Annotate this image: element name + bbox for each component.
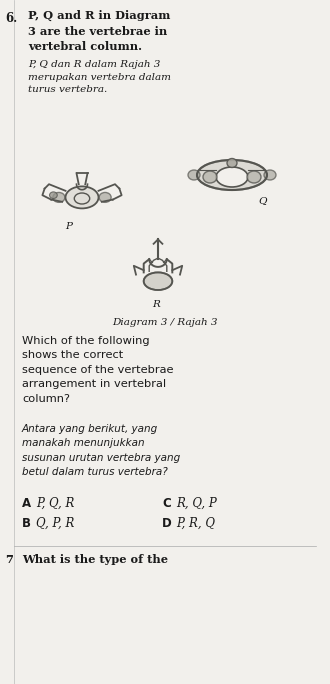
Ellipse shape (197, 160, 267, 190)
Text: Antara yang berikut, yang
manakah menunjukkan
susunan urutan vertebra yang
betul: Antara yang berikut, yang manakah menunj… (22, 424, 180, 477)
Text: What is the type of the: What is the type of the (22, 554, 168, 565)
Text: P, Q, R: P, Q, R (36, 497, 74, 510)
Ellipse shape (50, 192, 57, 198)
Ellipse shape (65, 187, 98, 209)
Ellipse shape (53, 192, 65, 202)
Text: P, R, Q: P, R, Q (176, 517, 215, 530)
Text: P, Q and R in Diagram
3 are the vertebrae in
vertebral column.: P, Q and R in Diagram 3 are the vertebra… (28, 10, 170, 52)
Text: P: P (65, 222, 72, 231)
Ellipse shape (144, 272, 172, 290)
Text: 6.: 6. (5, 12, 17, 25)
Text: C: C (162, 497, 171, 510)
Text: Which of the following
shows the correct
sequence of the vertebrae
arrangement i: Which of the following shows the correct… (22, 336, 174, 404)
Ellipse shape (216, 167, 248, 187)
Text: Q, P, R: Q, P, R (36, 517, 74, 530)
Ellipse shape (203, 171, 217, 183)
Text: D: D (162, 517, 172, 530)
Text: Q: Q (258, 196, 267, 205)
Text: Diagram 3 / Rajah 3: Diagram 3 / Rajah 3 (112, 318, 218, 327)
Ellipse shape (227, 159, 237, 168)
Ellipse shape (99, 192, 111, 202)
Text: B: B (22, 517, 31, 530)
Ellipse shape (247, 171, 261, 183)
Text: P, Q dan R dalam Rajah 3
merupakan vertebra dalam
turus vertebra.: P, Q dan R dalam Rajah 3 merupakan verte… (28, 60, 171, 94)
Ellipse shape (188, 170, 200, 180)
Text: R: R (152, 300, 160, 309)
Text: R, Q, P: R, Q, P (176, 497, 217, 510)
Text: A: A (22, 497, 31, 510)
Text: 7: 7 (5, 554, 13, 565)
Ellipse shape (264, 170, 276, 180)
